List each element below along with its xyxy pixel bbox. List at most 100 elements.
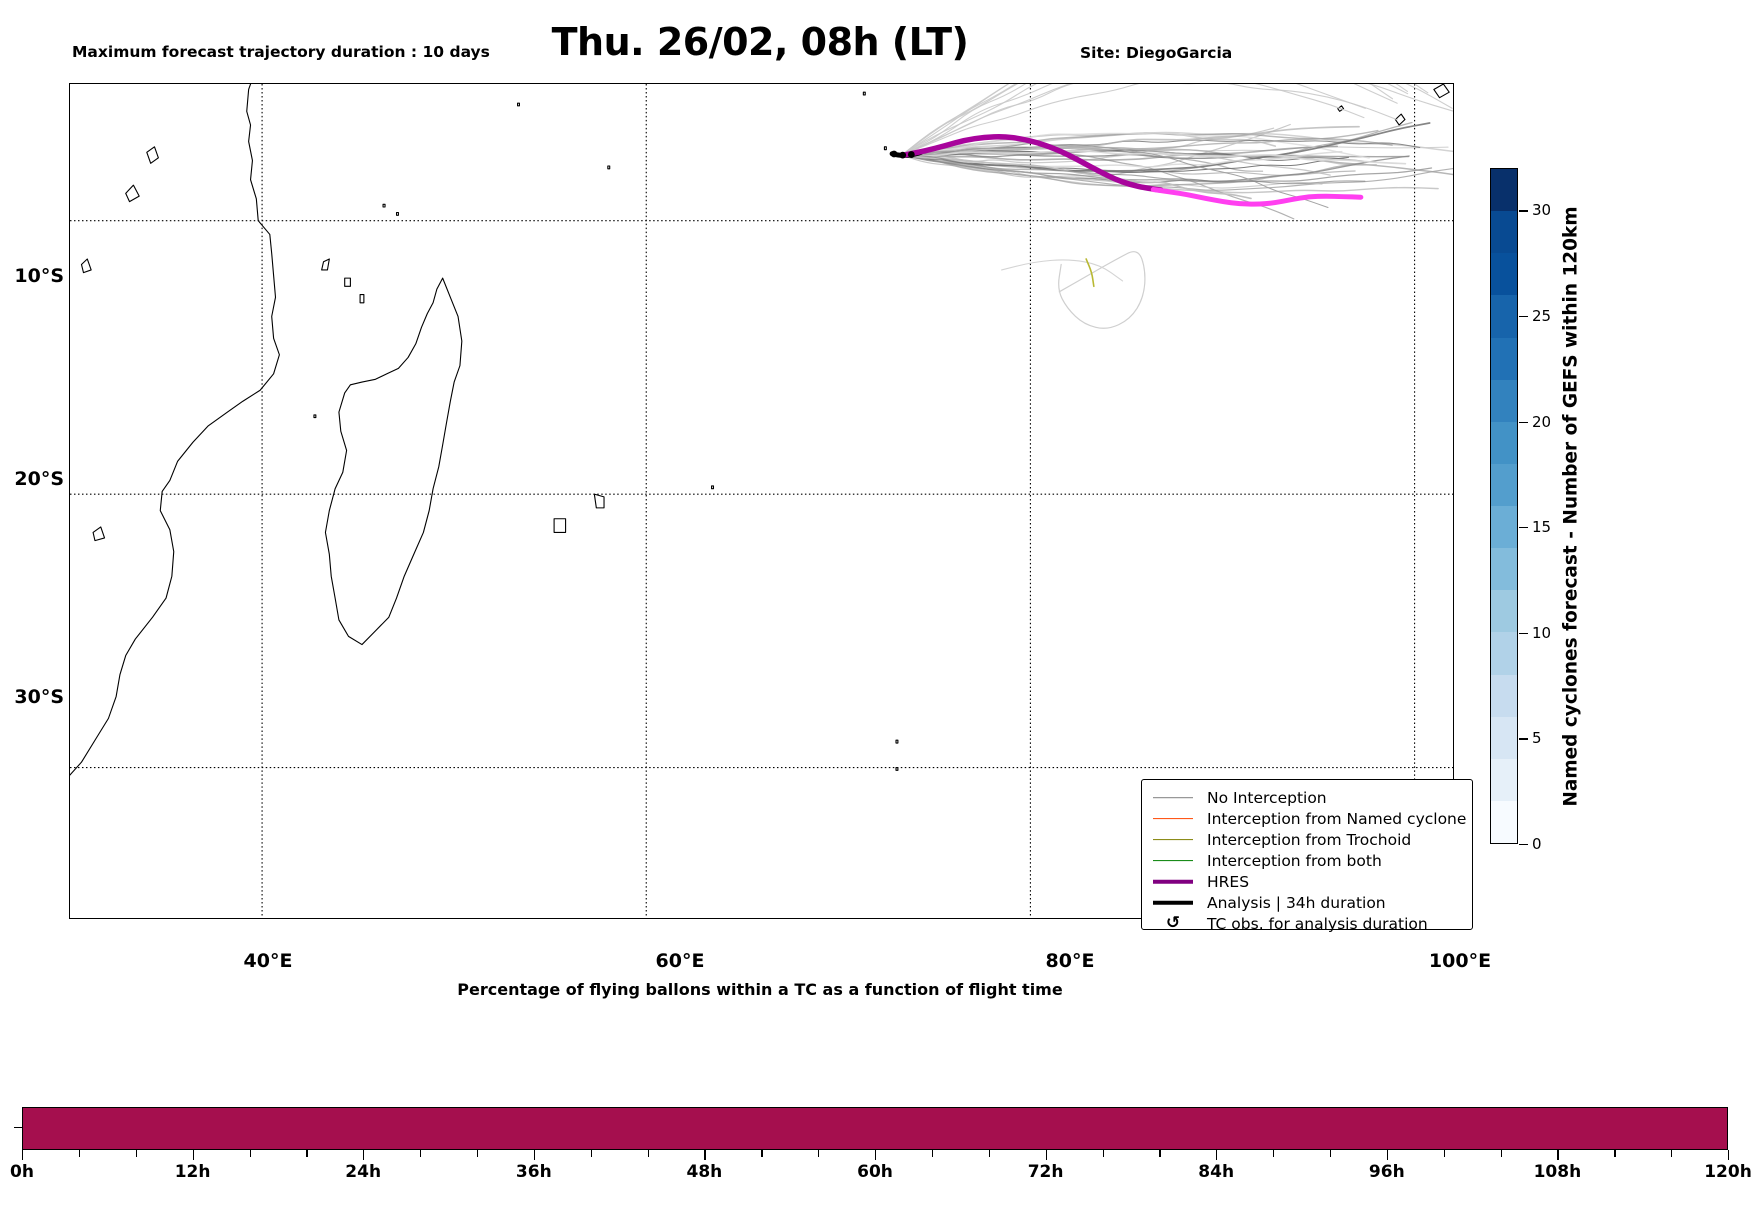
colorbar-tick [1519, 527, 1528, 529]
timeline-tick [1614, 1150, 1616, 1157]
legend-line-swatch [1151, 791, 1195, 805]
colorbar-segment-4 [1491, 632, 1517, 675]
timeline-tick-label: 84h [1198, 1162, 1235, 1182]
timeline-title: Percentage of flying ballons within a TC… [457, 980, 1063, 999]
timeline-tick [249, 1150, 251, 1157]
timeline-tick [1500, 1150, 1502, 1157]
timeline-tick-label: 120h [1704, 1162, 1752, 1182]
colorbar-tick-label: 0 [1532, 835, 1542, 853]
colorbar-tick [1519, 632, 1528, 635]
legend-item-label: Interception from Named cyclone [1207, 809, 1467, 828]
colorbar-segment-2 [1491, 716, 1517, 759]
timeline-tick [988, 1150, 990, 1157]
timeline-tick [1557, 1150, 1559, 1160]
legend-line-swatch [1151, 812, 1195, 826]
timeline-tick [533, 1150, 536, 1160]
legend-item-no-interception[interactable]: No Interception [1151, 787, 1463, 808]
map-legend: No Interception Interception from Named c… [1141, 779, 1473, 933]
lat-tick-label-10S: 10°S [14, 265, 64, 287]
timeline-tick-label: 96h [1368, 1162, 1405, 1182]
colorbar-tick [1519, 315, 1528, 318]
timeline-plot-area [22, 1107, 1728, 1150]
site-text: Site: DiegoGarcia [1080, 44, 1233, 62]
timeline-tick [1102, 1150, 1104, 1157]
colorbar-segment-9 [1491, 421, 1517, 464]
colorbar-segment-6 [1491, 548, 1517, 591]
cyclone-icon: ↺ [1165, 913, 1181, 933]
colorbar-segment-3 [1491, 674, 1517, 717]
lon-tick-label-60E: 60°E [655, 950, 705, 972]
timeline-tick [420, 1150, 422, 1157]
colorbar-tick [1519, 421, 1528, 423]
lon-tick-label-100E: 100°E [1428, 950, 1492, 972]
timeline-tick [1728, 1150, 1730, 1160]
timeline-tick [1443, 1150, 1445, 1157]
legend-line-swatch [1151, 896, 1195, 910]
colorbar-segment-15 [1491, 169, 1517, 212]
legend-item-label: HRES [1207, 872, 1250, 891]
colorbar-segment-10 [1491, 379, 1517, 422]
timeline-tick [875, 1150, 877, 1160]
timeline-tick-label: 36h [515, 1162, 552, 1182]
timeline-tick [1216, 1150, 1218, 1160]
colorbar-segment-1 [1491, 758, 1517, 801]
timeline-tick-label: 24h [345, 1162, 382, 1182]
timeline-tick [818, 1150, 820, 1157]
legend-line-swatch [1151, 875, 1195, 889]
timeline-tick-label: 60h [857, 1162, 893, 1182]
colorbar-tick-label: 10 [1532, 623, 1552, 642]
timeline-tick [704, 1150, 706, 1160]
colorbar-segment-7 [1491, 506, 1517, 549]
timeline-tick [647, 1150, 649, 1157]
timeline-tick [1671, 1150, 1673, 1157]
ensemble-trajectories [900, 84, 1453, 329]
timeline-tick-label: 48h [686, 1162, 723, 1182]
legend-line-swatch [1151, 833, 1195, 847]
timeline-tick [306, 1150, 308, 1157]
timeline-tick [363, 1150, 365, 1160]
timeline-tick-label: 0h [10, 1162, 34, 1182]
legend-item-label: No Interception [1207, 788, 1327, 807]
lat-tick-label-30S: 30°S [14, 686, 64, 708]
legend-item-interception-trochoid[interactable]: Interception from Trochoid [1151, 829, 1463, 850]
colorbar-segment-0 [1491, 800, 1517, 843]
timeline-tick [192, 1150, 194, 1160]
legend-line-swatch [1151, 854, 1195, 868]
coastlines [70, 84, 1450, 776]
timeline-tick [22, 1150, 24, 1160]
colorbar-segment-11 [1491, 337, 1517, 380]
timeline-fill-bar [23, 1108, 1727, 1149]
map-canvas [70, 84, 1453, 918]
timeline-tick [590, 1150, 592, 1157]
legend-item-interception-named-cyclone[interactable]: Interception from Named cyclone [1151, 808, 1467, 829]
colorbar-tick-label: 30 [1532, 201, 1552, 220]
timeline-tick [1045, 1150, 1047, 1160]
colorbar-tick [1519, 210, 1528, 212]
colorbar-segment-14 [1491, 211, 1517, 254]
colorbar [1490, 168, 1518, 844]
legend-item-tc-observation[interactable]: ↺ TC obs. for analysis duration [1151, 913, 1463, 934]
legend-item-analysis[interactable]: Analysis | 34h duration [1151, 892, 1463, 913]
timeline-tick [476, 1150, 479, 1157]
legend-item-label: Interception from both [1207, 851, 1382, 870]
hres-trajectory [889, 134, 1364, 207]
timeline-tick [1273, 1150, 1275, 1157]
legend-item-hres[interactable]: HRES [1151, 871, 1463, 892]
page-title: Thu. 26/02, 08h (LT) [551, 20, 969, 64]
colorbar-segment-5 [1491, 590, 1517, 633]
colorbar-segment-12 [1491, 295, 1517, 338]
legend-item-label: Analysis | 34h duration [1207, 893, 1386, 912]
colorbar-title-wrap: Named cyclones forecast - Number of GEFS… [1556, 168, 1586, 844]
colorbar-tick-label: 20 [1532, 412, 1552, 431]
legend-item-interception-both[interactable]: Interception from both [1151, 850, 1463, 871]
timeline-tick [931, 1150, 934, 1157]
timeline-tick [1159, 1150, 1161, 1157]
colorbar-tick [1519, 844, 1528, 846]
timeline-tick [1329, 1150, 1332, 1157]
lon-tick-label-40E: 40°E [243, 950, 293, 972]
lat-tick-label-20S: 20°S [14, 468, 64, 490]
colorbar-tick-label: 5 [1532, 729, 1542, 748]
timeline-tick-label: 72h [1027, 1162, 1064, 1182]
colorbar-tick-label: 25 [1532, 306, 1552, 325]
colorbar-title: Named cyclones forecast - Number of GEFS… [1560, 205, 1582, 807]
